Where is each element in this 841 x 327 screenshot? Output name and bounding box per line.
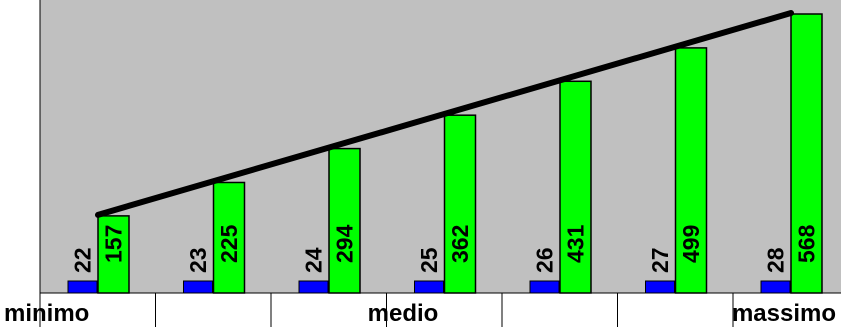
bar-series-a-5 bbox=[645, 280, 675, 294]
value-label-series-b-6: 568 bbox=[794, 224, 820, 263]
plot-area bbox=[40, 0, 841, 293]
value-label-series-a-3: 25 bbox=[416, 247, 442, 273]
category-label-minimo: minimo bbox=[4, 300, 89, 327]
value-label-series-b-3: 362 bbox=[447, 225, 473, 263]
bar-series-b-2 bbox=[328, 147, 361, 294]
value-label-series-a-6: 28 bbox=[763, 247, 789, 273]
value-label-series-a-4: 26 bbox=[532, 247, 558, 273]
value-labels-layer: 22 157 23 225 24 294 25 362 26 431 27 499 28 568 bbox=[70, 224, 820, 273]
bar-series-a-1 bbox=[183, 280, 213, 294]
bar-series-a-4 bbox=[529, 280, 560, 294]
value-label-series-a-5: 27 bbox=[647, 247, 673, 273]
trend-line bbox=[95, 10, 794, 218]
value-label-series-a-0: 22 bbox=[70, 247, 96, 273]
bars-layer bbox=[67, 13, 823, 294]
x-axis-ticks bbox=[39, 293, 734, 327]
value-label-series-a-2: 24 bbox=[301, 247, 327, 273]
value-label-series-b-1: 225 bbox=[216, 224, 242, 263]
bar-series-b-6 bbox=[790, 13, 823, 294]
value-label-series-b-4: 431 bbox=[563, 224, 589, 263]
bar-series-a-2 bbox=[298, 280, 329, 294]
bar-series-b-3 bbox=[443, 114, 477, 294]
category-label-medio: medio bbox=[368, 300, 439, 327]
bar-series-b-4 bbox=[559, 80, 592, 294]
category-label-massimo: massimo bbox=[732, 300, 836, 327]
value-label-series-b-2: 294 bbox=[332, 224, 358, 263]
bar-series-a-3 bbox=[414, 280, 444, 294]
bar-series-a-6 bbox=[760, 280, 791, 294]
value-label-series-b-5: 499 bbox=[678, 225, 704, 263]
bar-series-a-0 bbox=[67, 280, 98, 294]
value-label-series-b-0: 157 bbox=[101, 225, 127, 263]
value-label-series-a-1: 23 bbox=[185, 247, 211, 273]
